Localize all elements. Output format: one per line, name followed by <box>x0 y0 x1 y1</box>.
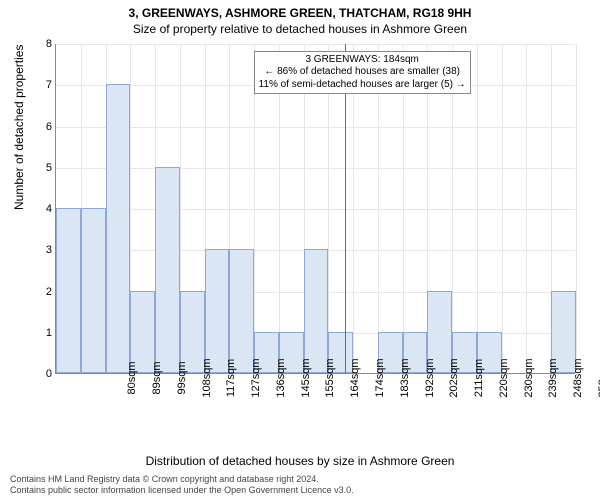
x-tick-label: 80sqm <box>126 361 138 394</box>
histogram-bar <box>205 249 230 373</box>
y-tick-label: 5 <box>36 162 52 174</box>
x-tick-label: 155sqm <box>324 358 336 397</box>
annotation-line: 11% of semi-detached houses are larger (… <box>259 79 466 92</box>
x-axis-label: Distribution of detached houses by size … <box>0 454 600 468</box>
annotation-line: ← 86% of detached houses are smaller (38… <box>259 66 466 79</box>
page-title: 3, GREENWAYS, ASHMORE GREEN, THATCHAM, R… <box>0 0 600 20</box>
x-tick-label: 127sqm <box>250 358 262 397</box>
y-tick-label: 7 <box>36 79 52 91</box>
x-tick-label: 145sqm <box>300 358 312 397</box>
annotation-box: 3 GREENWAYS: 184sqm← 86% of detached hou… <box>254 51 471 95</box>
y-tick-label: 4 <box>36 203 52 215</box>
x-tick-label: 211sqm <box>473 359 485 397</box>
chart-container: 0123456783 GREENWAYS: 184sqm← 86% of det… <box>55 44 575 404</box>
gridline-h <box>56 209 575 210</box>
histogram-bar <box>229 249 254 373</box>
plot-area: 0123456783 GREENWAYS: 184sqm← 86% of det… <box>55 44 575 374</box>
x-tick-label: 164sqm <box>349 358 361 397</box>
gridline-h <box>56 44 575 45</box>
gridline-h <box>56 127 575 128</box>
histogram-bar <box>304 249 329 373</box>
y-tick-label: 6 <box>36 121 52 133</box>
y-tick-label: 2 <box>36 286 52 298</box>
histogram-bar <box>56 208 81 373</box>
gridline-v <box>576 44 577 373</box>
histogram-bar <box>155 167 180 373</box>
x-tick-label: 89sqm <box>151 361 163 394</box>
x-tick-label: 117sqm <box>225 359 237 397</box>
x-tick-label: 136sqm <box>275 358 287 397</box>
y-tick-label: 0 <box>36 368 52 380</box>
x-tick-label: 174sqm <box>374 358 386 397</box>
x-tick-label: 220sqm <box>498 358 510 397</box>
y-tick-label: 8 <box>36 38 52 50</box>
y-tick-label: 3 <box>36 244 52 256</box>
histogram-bar <box>81 208 106 373</box>
x-tick-label: 202sqm <box>448 358 460 397</box>
footer-line-1: Contains HM Land Registry data © Crown c… <box>10 474 354 485</box>
x-tick-label: 99sqm <box>176 361 188 394</box>
page-subtitle: Size of property relative to detached ho… <box>0 20 600 36</box>
y-axis-label: Number of detached properties <box>12 45 26 210</box>
gridline-v <box>502 44 503 373</box>
annotation-line: 3 GREENWAYS: 184sqm <box>259 54 466 67</box>
x-tick-label: 248sqm <box>572 358 584 397</box>
gridline-v <box>477 44 478 373</box>
histogram-bar <box>106 84 131 373</box>
gridline-h <box>56 168 575 169</box>
y-tick-label: 1 <box>36 327 52 339</box>
x-tick-label: 230sqm <box>523 358 535 397</box>
x-tick-label: 192sqm <box>424 358 436 397</box>
x-tick-label: 183sqm <box>399 358 411 397</box>
x-tick-label: 239sqm <box>547 358 559 397</box>
gridline-v <box>526 44 527 373</box>
footer-line-2: Contains public sector information licen… <box>10 485 354 496</box>
x-tick-label: 108sqm <box>201 358 213 397</box>
footer-attribution: Contains HM Land Registry data © Crown c… <box>10 474 354 497</box>
